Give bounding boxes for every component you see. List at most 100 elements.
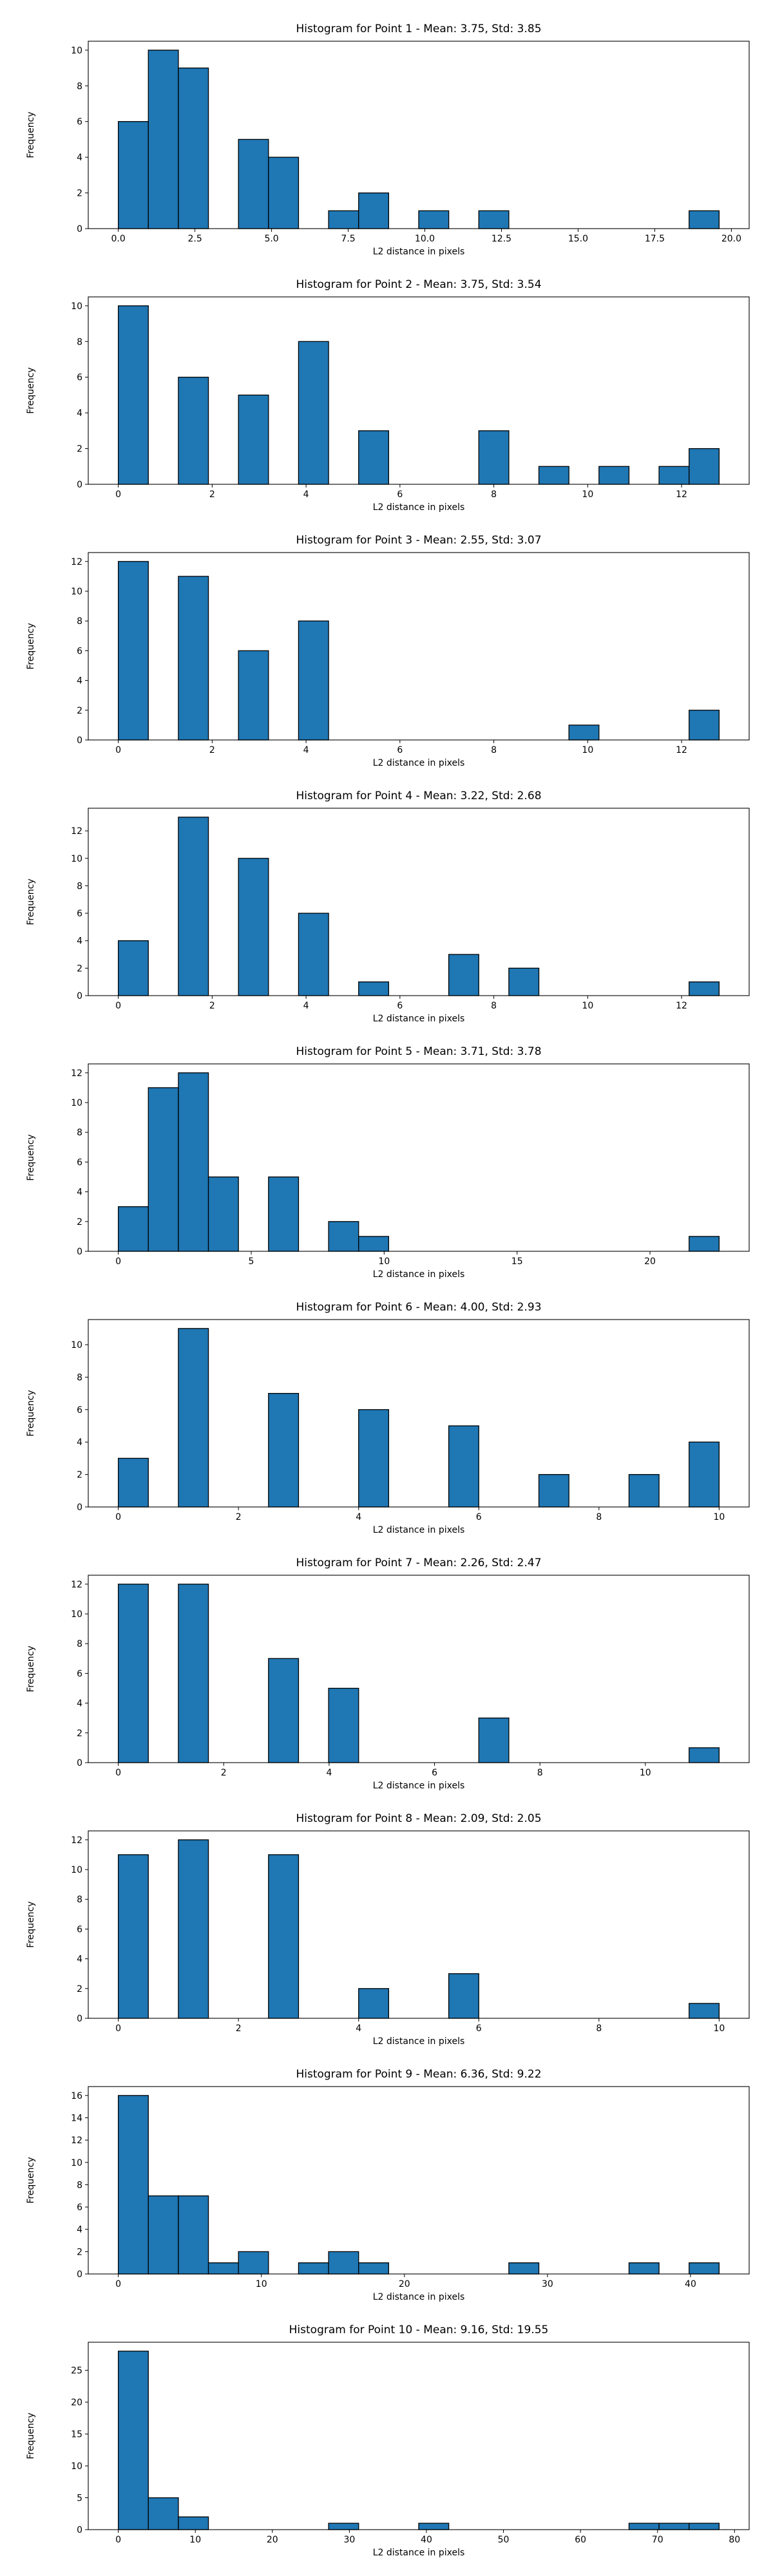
histogram-bar bbox=[117, 940, 149, 996]
histogram-bar bbox=[418, 2523, 450, 2530]
histogram-bar bbox=[238, 858, 269, 996]
y-tick-label: 0 bbox=[77, 1502, 82, 1513]
x-tick-label: 12 bbox=[676, 745, 687, 755]
x-axis-label: L2 distance in pixels bbox=[373, 2292, 465, 2302]
x-axis-label: L2 distance in pixels bbox=[373, 1014, 465, 1024]
y-axis-label: Frequency bbox=[26, 2157, 36, 2203]
chart-panel-3: Histogram for Point 3 - Mean: 2.55, Std:… bbox=[26, 534, 750, 768]
chart-panel-6: Histogram for Point 6 - Mean: 4.00, Std:… bbox=[26, 1301, 750, 1535]
y-tick-label: 0 bbox=[77, 224, 82, 234]
histogram-bar bbox=[178, 1072, 209, 1252]
histogram-bar bbox=[178, 377, 209, 485]
y-tick-label: 25 bbox=[71, 2366, 82, 2376]
x-tick-label: 2 bbox=[221, 1768, 227, 1778]
x-tick-label: 6 bbox=[397, 489, 403, 500]
x-tick-label: 2 bbox=[209, 745, 215, 755]
axes-frame bbox=[88, 2342, 750, 2530]
y-tick-label: 8 bbox=[77, 81, 82, 91]
y-tick-label: 10 bbox=[71, 587, 82, 597]
y-tick-label: 4 bbox=[77, 2225, 82, 2235]
histogram-bar bbox=[538, 1473, 569, 1508]
chart-title: Histogram for Point 4 - Mean: 3.22, Std:… bbox=[296, 790, 541, 802]
x-tick-label: 10 bbox=[582, 745, 593, 755]
histogram-bar bbox=[358, 1988, 390, 2019]
y-tick-label: 2 bbox=[77, 2247, 82, 2257]
x-tick-label: 8 bbox=[596, 1512, 602, 1522]
y-tick-label: 14 bbox=[71, 2114, 82, 2124]
y-tick-label: 10 bbox=[71, 2158, 82, 2168]
histogram-bar bbox=[358, 430, 390, 485]
histogram-bar bbox=[658, 2523, 690, 2530]
y-tick-label: 10 bbox=[71, 2461, 82, 2472]
histogram-bar bbox=[178, 1328, 209, 1508]
axes-frame bbox=[88, 1830, 750, 2019]
histogram-bar bbox=[117, 305, 149, 485]
histogram-bar bbox=[689, 448, 720, 485]
histogram-bar bbox=[689, 710, 720, 741]
histogram-bar bbox=[598, 466, 630, 485]
histogram-bar bbox=[268, 1658, 300, 1763]
y-tick-label: 4 bbox=[77, 676, 82, 687]
x-tick-label: 6 bbox=[397, 1001, 403, 1011]
x-axis-label: L2 distance in pixels bbox=[373, 1269, 465, 1280]
histogram-bar bbox=[117, 2351, 149, 2530]
histogram-bar bbox=[448, 1973, 479, 2019]
histogram-bar bbox=[238, 2251, 269, 2275]
y-tick-label: 8 bbox=[77, 1895, 82, 1905]
histogram-bar bbox=[178, 67, 209, 229]
y-tick-label: 8 bbox=[77, 1639, 82, 1649]
histogram-bar bbox=[358, 1236, 390, 1252]
histogram-bar bbox=[689, 1441, 720, 1508]
y-tick-label: 4 bbox=[77, 1188, 82, 1198]
y-tick-label: 2 bbox=[77, 1984, 82, 1994]
y-tick-label: 4 bbox=[77, 936, 82, 947]
x-tick-label: 6 bbox=[397, 745, 403, 755]
y-tick-label: 2 bbox=[77, 1728, 82, 1739]
x-tick-label: 10 bbox=[582, 489, 593, 500]
histogram-bar bbox=[328, 210, 359, 229]
histogram-bar bbox=[148, 50, 179, 229]
x-tick-label: 8 bbox=[491, 489, 497, 500]
chart-title: Histogram for Point 3 - Mean: 2.55, Std:… bbox=[296, 534, 541, 547]
x-tick-label: 10 bbox=[713, 2023, 725, 2034]
x-tick-label: 20 bbox=[644, 1256, 656, 1267]
histogram-bar bbox=[207, 1176, 239, 1252]
y-tick-label: 6 bbox=[77, 1669, 82, 1679]
y-tick-label: 2 bbox=[77, 444, 82, 455]
x-tick-label: 12.5 bbox=[491, 234, 511, 244]
y-axis-label: Frequency bbox=[26, 2412, 36, 2459]
chart-title: Histogram for Point 6 - Mean: 4.00, Std:… bbox=[296, 1301, 541, 1314]
x-tick-label: 17.5 bbox=[645, 234, 665, 244]
y-axis-label: Frequency bbox=[26, 1390, 36, 1436]
x-tick-label: 6 bbox=[476, 1512, 482, 1522]
y-tick-label: 2 bbox=[77, 1217, 82, 1227]
histogram-bar bbox=[689, 1236, 720, 1252]
histogram-bar bbox=[628, 1473, 660, 1508]
histogram-bar bbox=[478, 430, 510, 485]
y-axis-label: Frequency bbox=[26, 111, 36, 158]
y-tick-label: 10 bbox=[71, 854, 82, 864]
x-tick-label: 15 bbox=[511, 1256, 523, 1267]
x-tick-label: 6 bbox=[476, 2023, 482, 2034]
histogram-bar bbox=[298, 2262, 329, 2275]
y-tick-label: 4 bbox=[77, 1437, 82, 1448]
histogram-bar bbox=[358, 2262, 390, 2275]
y-tick-label: 16 bbox=[71, 2091, 82, 2101]
histogram-bar bbox=[328, 2251, 359, 2275]
axes-frame bbox=[88, 1575, 750, 1763]
y-tick-label: 12 bbox=[71, 1068, 82, 1079]
y-axis-label: Frequency bbox=[26, 623, 36, 669]
chart-panel-8: Histogram for Point 8 - Mean: 2.09, Std:… bbox=[26, 1812, 750, 2047]
histogram-bar bbox=[448, 954, 479, 996]
y-tick-label: 6 bbox=[77, 909, 82, 919]
histogram-bar bbox=[238, 650, 269, 741]
y-tick-label: 8 bbox=[77, 1372, 82, 1383]
y-tick-label: 6 bbox=[77, 117, 82, 128]
x-tick-label: 5.0 bbox=[264, 234, 278, 244]
y-tick-label: 10 bbox=[71, 301, 82, 312]
x-tick-label: 12 bbox=[676, 489, 687, 500]
x-tick-label: 0.0 bbox=[111, 234, 126, 244]
y-tick-label: 10 bbox=[71, 46, 82, 56]
x-tick-label: 2.5 bbox=[187, 234, 202, 244]
